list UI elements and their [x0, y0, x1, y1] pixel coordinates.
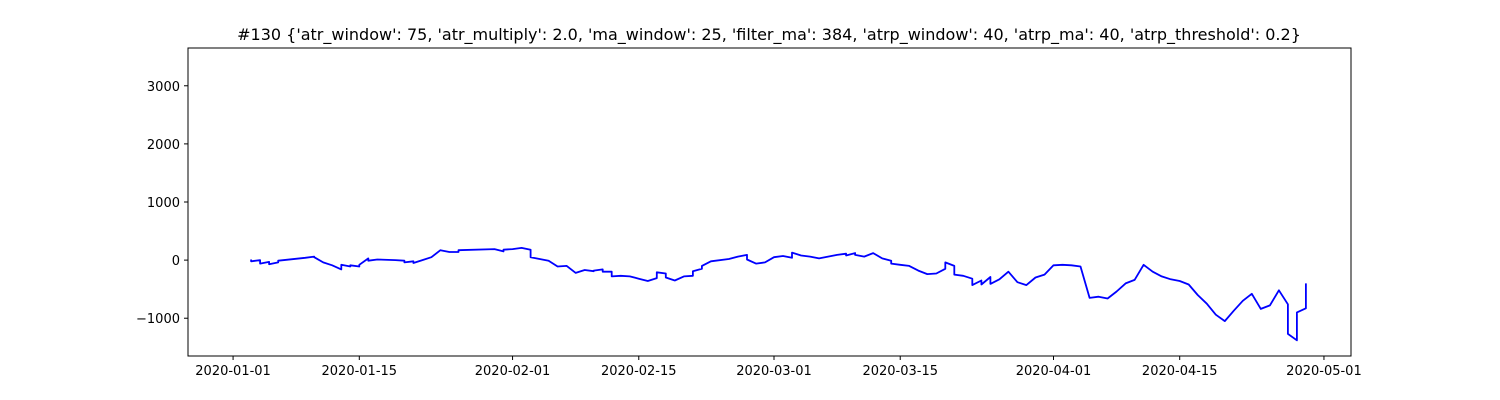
- y-tick-label: 1000: [147, 196, 180, 211]
- y-axis: −1000 0 1000 2000 3000: [136, 80, 188, 327]
- x-tick-label: 2020-04-15: [1142, 364, 1218, 379]
- x-tick-label: 2020-01-01: [195, 364, 271, 379]
- y-tick-label: 0: [172, 254, 180, 269]
- y-tick-label: 3000: [147, 80, 180, 95]
- series-line: [250, 246, 1307, 342]
- x-tick-label: 2020-02-15: [601, 364, 677, 379]
- plot-frame: [187, 47, 1352, 357]
- x-tick-label: 2020-03-01: [736, 364, 812, 379]
- x-tick-label: 2020-04-01: [1016, 364, 1092, 379]
- x-tick-label: 2020-03-15: [862, 364, 938, 379]
- plot-area: [250, 246, 1307, 342]
- chart-title: #130 {'atr_window': 75, 'atr_multiply': …: [237, 25, 1301, 45]
- x-axis: 2020-01-01 2020-01-15 2020-02-01 2020-02-15…: [195, 356, 1362, 379]
- y-tick-label: −1000: [136, 312, 180, 327]
- x-tick-label: 2020-01-15: [322, 364, 398, 379]
- y-tick-label: 2000: [147, 138, 180, 153]
- x-tick-label: 2020-02-01: [475, 364, 551, 379]
- x-tick-label: 2020-05-01: [1286, 364, 1362, 379]
